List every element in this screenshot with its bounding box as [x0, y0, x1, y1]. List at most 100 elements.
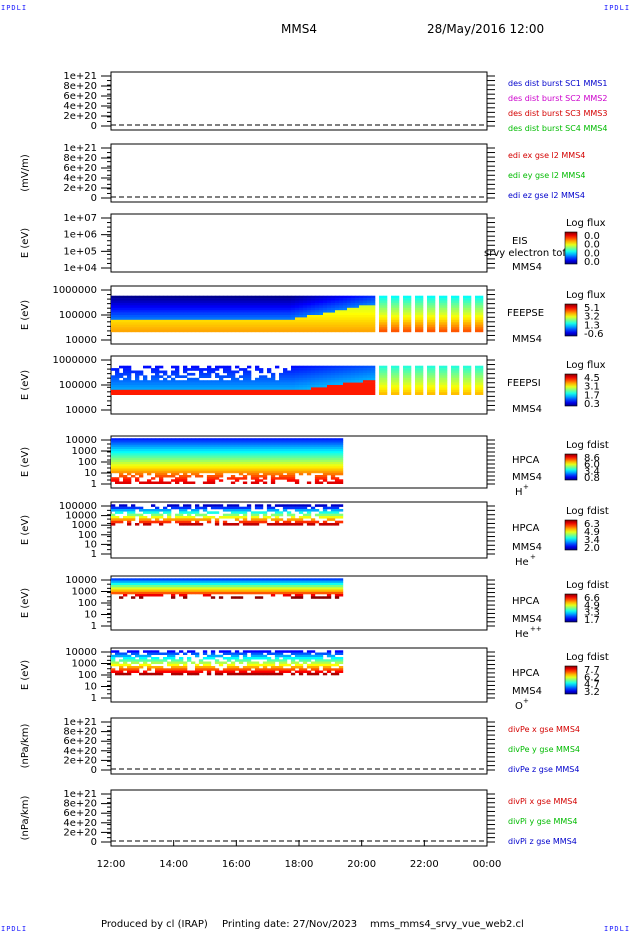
spectrogram-cell: [115, 389, 120, 393]
spectrogram-cell: [167, 670, 172, 673]
spectrogram-cell: [367, 380, 372, 383]
spectrogram-cell: [278, 442, 284, 445]
spectrogram-cell: [334, 451, 340, 454]
spectrogram-cell: [266, 446, 272, 450]
spectrogram-cell: [230, 654, 236, 658]
spectrogram-cell: [207, 305, 212, 308]
spectrogram-cell: [258, 442, 264, 445]
spectrogram-cell: [262, 668, 268, 671]
spectrogram-cell: [206, 663, 212, 667]
spectrogram-cell: [131, 298, 136, 301]
spectrogram-cell: [351, 385, 356, 388]
spectrogram-cell: [111, 327, 116, 330]
spectrogram-cell: [338, 438, 344, 441]
spectrogram-cell: [331, 312, 336, 316]
spectrogram-cell: [419, 385, 424, 388]
y-tick-label: 6e+20: [63, 808, 97, 819]
spectrogram-cell: [131, 509, 136, 512]
spectrogram-cell: [334, 657, 340, 660]
spectrogram-cell: [395, 298, 400, 301]
spectrogram-cell: [251, 307, 256, 311]
spectrogram-cell: [206, 462, 212, 465]
spectrogram-cell: [222, 457, 228, 461]
spectrogram-cell: [314, 666, 320, 669]
spectrogram-cell: [383, 377, 388, 381]
spectrogram-cell: [271, 385, 276, 388]
spectrogram-cell: [323, 298, 328, 301]
spectrogram-cell: [318, 654, 324, 658]
spectrogram-cell: [427, 315, 432, 318]
spectrogram-cell: [203, 298, 208, 301]
spectrogram-cell: [167, 466, 172, 469]
spectrogram-cell: [395, 377, 400, 381]
spectrogram-cell: [383, 315, 388, 318]
spectrogram-cell: [231, 315, 236, 318]
spectrogram-cell: [274, 523, 280, 526]
colorbar-tick-label: 0.0: [584, 257, 600, 268]
spectrogram-cell: [242, 449, 248, 452]
spectrogram-cell: [171, 329, 176, 333]
spectrogram-cell: [167, 654, 172, 658]
spectrogram-cell: [359, 368, 364, 371]
spectrogram-cell: [207, 324, 212, 328]
spectrogram-cell: [323, 377, 328, 381]
spectrogram-cell: [323, 370, 328, 374]
spectrogram-cell: [279, 322, 284, 325]
spectrogram-cell: [127, 380, 132, 383]
spectrogram-cell: [123, 368, 128, 371]
spectrogram-cell: [195, 324, 200, 328]
spectrogram-cell: [347, 329, 352, 333]
spectrogram-cell: [334, 459, 340, 463]
spectrogram-cell: [147, 672, 152, 676]
spectrogram-cell: [151, 300, 156, 304]
spectrogram-cell: [322, 509, 328, 512]
spectrogram-cell: [187, 382, 192, 386]
spectrogram-cell: [310, 453, 316, 456]
spectrogram-cell: [327, 327, 332, 330]
spectrogram-cell: [318, 587, 324, 590]
spectrogram-cell: [258, 668, 264, 671]
spectrogram-cell: [167, 315, 172, 318]
spectrogram-cell: [338, 470, 344, 474]
spectrogram-cell: [111, 464, 116, 467]
spectrogram-cell: [179, 657, 184, 660]
spectrogram-cell: [463, 365, 468, 369]
spectrogram-cell: [295, 307, 300, 311]
spectrogram-cell: [310, 666, 316, 669]
spectrogram-cell: [270, 457, 276, 461]
spectrogram-cell: [187, 298, 192, 301]
y-axis-label: E (eV): [20, 660, 31, 690]
spectrogram-cell: [139, 298, 144, 301]
spectrogram-cell: [195, 385, 200, 388]
spectrogram-cell: [111, 453, 116, 456]
spectrogram-cell: [167, 453, 172, 456]
spectrogram-cell: [274, 657, 280, 660]
spectrogram-cell: [151, 310, 156, 313]
spectrogram-cell: [443, 377, 448, 381]
spectrogram-cell: [135, 380, 140, 383]
spectrogram-cell: [371, 372, 376, 376]
spectrogram-cell: [222, 453, 228, 456]
spectrogram-cell: [306, 582, 312, 586]
spectrogram-cell: [439, 368, 444, 371]
spectrogram-cell: [439, 385, 444, 388]
spectrogram-cell: [171, 298, 176, 301]
spectrogram-cell: [238, 578, 244, 581]
spectrogram-cell: [254, 472, 260, 476]
spectrogram-cell: [290, 516, 296, 519]
spectrogram-cell: [227, 310, 232, 313]
spectrogram-cell: [175, 365, 180, 369]
spectrogram-cell: [282, 654, 288, 658]
spectrogram-cell: [334, 509, 340, 512]
spectrogram-cell: [250, 472, 256, 476]
spectrogram-cell: [234, 591, 240, 595]
spectrogram-cell: [195, 589, 200, 592]
spectrogram-cell: [395, 365, 400, 369]
spectrogram-cell: [243, 322, 248, 325]
spectrogram-cell: [215, 368, 220, 371]
spectrogram-cell: [259, 387, 264, 391]
spectrogram-cell: [226, 580, 232, 583]
spectrogram-cell: [303, 380, 308, 383]
spectrogram-cell: [251, 315, 256, 318]
legend-entry: des dist burst SC3 MMS3: [508, 109, 607, 118]
